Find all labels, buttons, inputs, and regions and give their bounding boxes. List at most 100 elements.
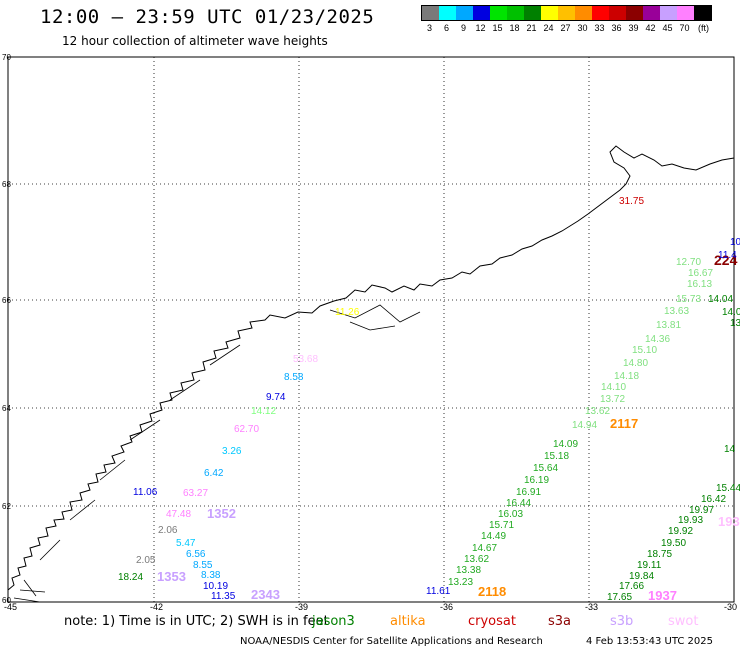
legend-label: 18 <box>509 23 520 33</box>
wave-height-label: 12.70 <box>676 257 701 268</box>
legend-swatch <box>643 6 660 20</box>
legend-swatch <box>660 6 677 20</box>
map-frame <box>7 56 735 603</box>
color-legend: 3 6 9 12 15 18 21 24 27 30 33 36 39 42 45 70 (ft) <box>421 5 712 33</box>
wave-height-label: 11.35 <box>211 591 236 602</box>
wave-height-label: 6.56 <box>186 549 206 560</box>
wave-height-label: 18.75 <box>647 549 672 560</box>
legend-swatch <box>626 6 643 20</box>
legend-label: 42 <box>645 23 656 33</box>
wave-height-label: 5.47 <box>176 538 196 549</box>
wave-height-label: 1352 <box>207 506 236 521</box>
satellite-s3b: s3b <box>610 614 634 629</box>
wave-height-label: 14.36 <box>645 334 670 345</box>
wave-height-label: 16.03 <box>498 509 523 520</box>
wave-height-label: 15.10 <box>632 345 657 356</box>
wave-height-label: 13.38 <box>456 565 481 576</box>
wave-height-label: 16.42 <box>701 494 726 505</box>
longitude-label: -36 <box>440 602 453 612</box>
wave-height-label: 14.12 <box>251 406 276 417</box>
legend-label: (ft) <box>698 23 709 33</box>
wave-height-label: 8.38 <box>201 570 221 581</box>
wave-height-label: 1937 <box>648 588 677 603</box>
wave-height-label: 14.0 <box>722 307 740 318</box>
wave-height-label: 53.68 <box>293 354 318 365</box>
legend-label: 15 <box>492 23 503 33</box>
wave-height-label: 10.19 <box>203 581 228 592</box>
legend-label: 33 <box>594 23 605 33</box>
generation-time: 4 Feb 13:53:43 UTC 2025 <box>586 636 713 647</box>
wave-height-label: 47.48 <box>166 509 191 520</box>
legend-swatch <box>456 6 473 20</box>
wave-height-label: 14.67 <box>472 543 497 554</box>
wave-height-label: 2343 <box>251 587 280 602</box>
legend-swatch <box>677 6 694 20</box>
satellite-altika: altika <box>390 614 426 629</box>
map-title: 12:00 – 23:59 UTC 01/23/2025 <box>40 6 375 28</box>
wave-height-label: 13.62 <box>464 554 489 565</box>
wave-height-labels: 53.68 8.58 9.74 14.12 62.70 3.26 6.42 11.06 63.2… <box>118 196 740 603</box>
wave-height-label: 13.63 <box>664 306 689 317</box>
footnote: note: 1) Time is in UTC; 2) SWH is in fe… <box>64 614 329 629</box>
legend-swatches <box>421 5 712 21</box>
wave-height-label: 11.61 <box>426 586 451 597</box>
legend-label: 21 <box>526 23 537 33</box>
wave-height-label: 18.24 <box>118 572 143 583</box>
legend-swatch <box>558 6 575 20</box>
wave-height-label: 3.26 <box>222 446 242 457</box>
wave-height-label: 8.58 <box>284 372 304 383</box>
wave-height-label: 8.55 <box>193 560 213 571</box>
wave-height-label: 16.91 <box>516 487 541 498</box>
wave-height-label: 16.19 <box>524 475 549 486</box>
legend-label: 9 <box>460 23 466 33</box>
wave-height-label: 10 <box>730 237 740 248</box>
wave-height-label: 14.18 <box>614 371 639 382</box>
wave-height-label: 16.67 <box>688 268 713 279</box>
wave-height-label: 15.71 <box>489 520 514 531</box>
graticule: 70 68 66 64 62 60-45 -42 -39 -36 -33 -30 <box>2 53 737 612</box>
satellite-cryosat: cryosat <box>468 614 516 629</box>
satellite-swot: swot <box>668 614 699 629</box>
legend-labels: 3 6 9 12 15 18 21 24 27 30 33 36 39 42 45 70 (ft) <box>421 23 712 33</box>
latitude-label: 64 <box>2 404 11 413</box>
longitude-label: -39 <box>295 602 308 612</box>
latitude-label: 68 <box>2 180 11 189</box>
wave-height-label: 17.65 <box>607 592 632 603</box>
latitude-label: 70 <box>2 53 11 62</box>
wave-height-label: 9.74 <box>266 392 286 403</box>
wave-height-label: 15.44 <box>716 483 740 494</box>
legend-swatch <box>609 6 626 20</box>
wave-height-label: 15.73 <box>676 294 701 305</box>
wave-height-label: 16.44 <box>506 498 531 509</box>
wave-height-label: 193 <box>718 514 740 529</box>
wave-height-label: 13.23 <box>448 577 473 588</box>
wave-height-label: 13.62 <box>585 406 610 417</box>
wave-height-label: 16.13 <box>687 279 712 290</box>
wave-height-label: 19.84 <box>629 571 654 582</box>
legend-label: 6 <box>443 23 449 33</box>
wave-height-label: 1353 <box>157 569 186 584</box>
fjord-details <box>13 304 421 603</box>
latitude-label: 62 <box>2 502 11 511</box>
wave-height-label: 19.97 <box>689 505 714 516</box>
wave-height-label: 2118 <box>478 584 506 599</box>
wave-height-label: 13.72 <box>600 394 625 405</box>
wave-height-label: 13.81 <box>656 320 681 331</box>
greenland-coastline <box>7 145 735 591</box>
legend-swatch <box>524 6 541 20</box>
legend-label: 70 <box>679 23 690 33</box>
wave-height-label: 15.18 <box>544 451 569 462</box>
wave-height-label: 14.94 <box>572 420 597 431</box>
legend-label: 39 <box>628 23 639 33</box>
wave-height-label: 14.49 <box>481 531 506 542</box>
wave-height-label: 19.50 <box>661 538 686 549</box>
legend-label: 27 <box>560 23 571 33</box>
credit-line: NOAA/NESDIS Center for Satellite Applica… <box>240 636 543 647</box>
legend-label: 3 <box>426 23 432 33</box>
legend-swatch <box>507 6 524 20</box>
wave-height-label: 31.75 <box>619 196 644 207</box>
wave-height-label: 63.27 <box>183 488 208 499</box>
legend-swatch <box>473 6 490 20</box>
wave-height-label: 14.80 <box>623 358 648 369</box>
